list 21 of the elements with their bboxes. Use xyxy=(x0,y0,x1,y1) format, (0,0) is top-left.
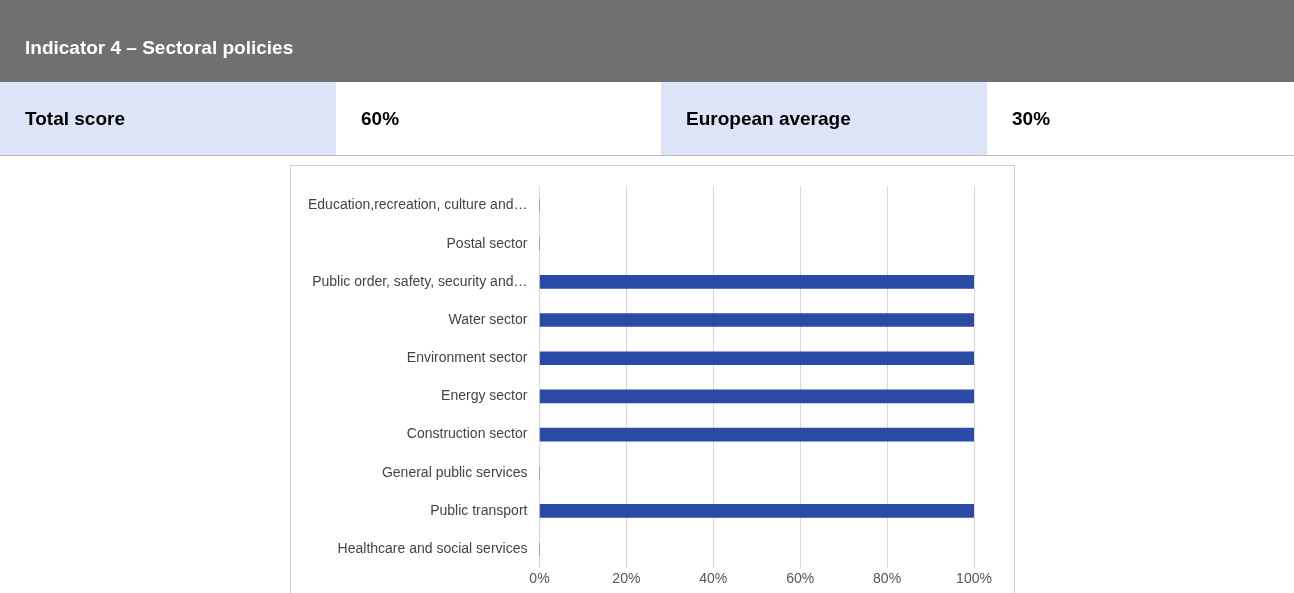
y-tick-label: Education,recreation, culture and… xyxy=(307,196,528,213)
x-tick-label: 60% xyxy=(786,570,815,587)
text: 60% xyxy=(336,82,661,155)
y-tick-label: Public transport xyxy=(430,501,528,518)
y-tick-label: Water sector xyxy=(448,310,528,327)
y-tick-label: General public services xyxy=(381,463,528,480)
x-tick-label: 40% xyxy=(699,570,728,587)
x-tick-label: 100% xyxy=(956,570,992,587)
y-tick-label: Energy sector xyxy=(441,387,528,404)
text: European average xyxy=(661,82,987,155)
y-tick-label: Construction sector xyxy=(406,425,528,442)
x-tick-label: 20% xyxy=(612,570,641,587)
x-tick-label: 80% xyxy=(873,570,902,587)
text: Indicator 4 – Sectoral policies xyxy=(0,0,1294,82)
y-tick-label: Postal sector xyxy=(446,234,528,251)
text: Total score xyxy=(0,82,336,155)
text: 30% xyxy=(987,82,1294,155)
y-tick-label: Environment sector xyxy=(406,349,528,366)
y-tick-label: Public order, safety, security and… xyxy=(312,272,528,289)
x-tick-label: 0% xyxy=(529,570,550,587)
y-tick-label: Healthcare and social services xyxy=(337,539,528,556)
